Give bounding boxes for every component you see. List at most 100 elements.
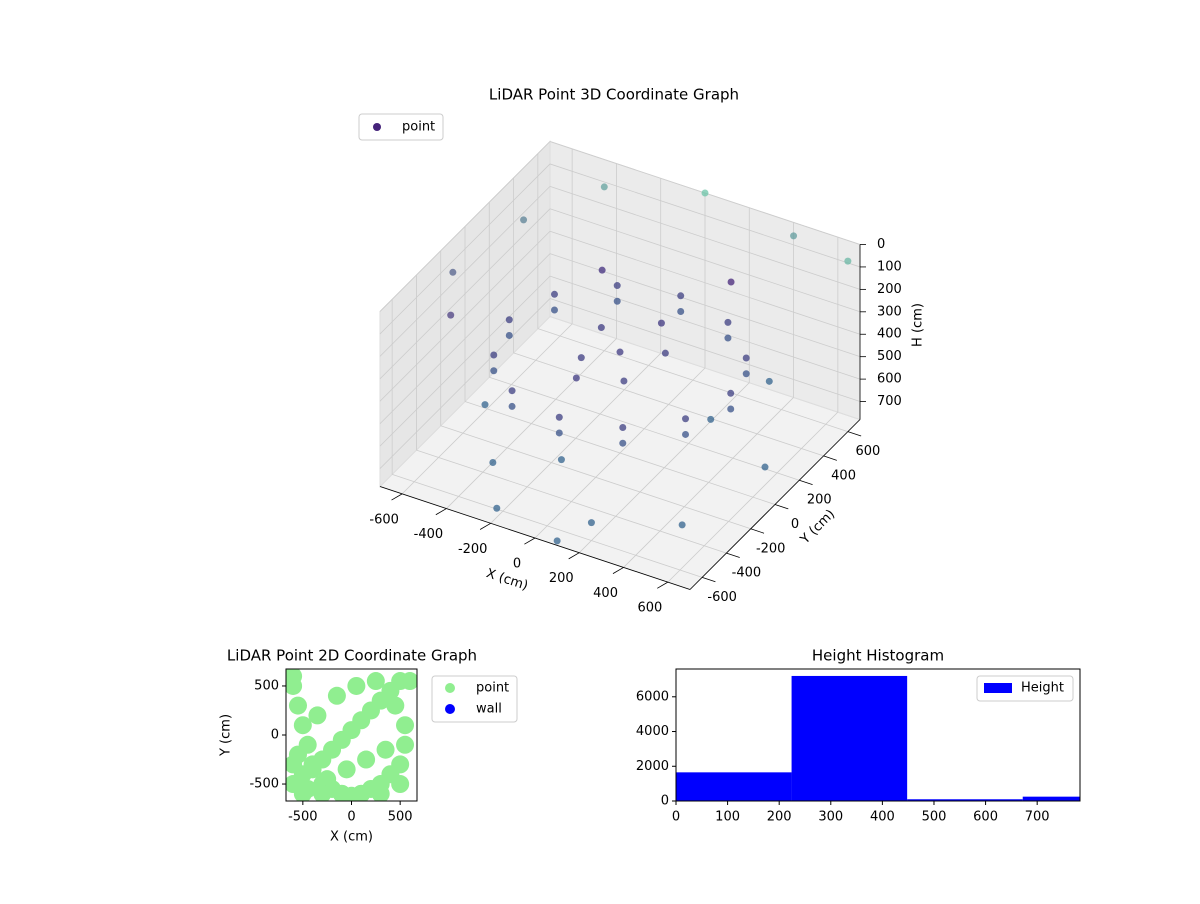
- data-point: [332, 784, 351, 801]
- bar: [1022, 796, 1080, 801]
- data-point: [724, 334, 732, 342]
- data-point: [613, 282, 621, 290]
- grid-line: [549, 230, 861, 335]
- y-tick-label: 2000: [636, 759, 669, 774]
- grid-line: [379, 275, 551, 447]
- data-point: [727, 389, 735, 397]
- x-tick-label: 300: [818, 810, 843, 825]
- tick-mark: [750, 528, 765, 534]
- data-point: [661, 349, 669, 357]
- data-point: [724, 318, 732, 326]
- y-tick-label: 6000: [636, 689, 669, 704]
- grid-line: [379, 298, 551, 469]
- data-point: [391, 775, 410, 794]
- data-point: [352, 784, 371, 801]
- z-tick-label: 0: [877, 237, 885, 252]
- x-tick-label: 0: [672, 810, 680, 825]
- x-tick-label: 200: [549, 571, 574, 586]
- z-tick-label: 500: [877, 349, 902, 364]
- data-point: [600, 183, 608, 191]
- data-point: [555, 429, 563, 437]
- grid-line: [489, 376, 800, 481]
- y-tick-label: 600: [855, 444, 880, 459]
- x-tick-label: -400: [414, 527, 444, 542]
- data-point: [308, 706, 327, 725]
- grid-line: [379, 163, 551, 335]
- bar: [791, 675, 908, 801]
- y-tick-label: 0: [661, 794, 669, 809]
- grid-line: [392, 473, 703, 578]
- chart-title: LiDAR Point 3D Coordinate Graph: [489, 86, 739, 104]
- tick-mark: [774, 504, 789, 510]
- data-point: [505, 331, 513, 339]
- data-point: [616, 348, 624, 356]
- legend-marker: [373, 123, 381, 131]
- y-axis-label: Y (cm): [797, 507, 838, 548]
- y-axis-line: [689, 419, 861, 590]
- data-point: [557, 456, 565, 464]
- y-tick-label: 200: [807, 493, 832, 508]
- data-point: [682, 430, 690, 438]
- data-point: [286, 669, 303, 686]
- grid-line: [549, 185, 861, 290]
- tick-mark: [568, 552, 580, 560]
- data-point: [550, 290, 558, 298]
- data-point: [366, 672, 385, 691]
- x-tick-label: 700: [1025, 810, 1050, 825]
- grid-line: [379, 141, 551, 312]
- tick-mark: [524, 537, 536, 545]
- grid-line: [379, 253, 551, 424]
- data-point: [742, 354, 750, 362]
- z-tick-label: 200: [877, 282, 902, 297]
- legend-label: point: [476, 681, 509, 696]
- x-tick-label: 500: [922, 810, 947, 825]
- data-point: [677, 308, 685, 316]
- y-tick-label: 400: [831, 468, 856, 483]
- tick-mark: [702, 576, 716, 583]
- data-point: [844, 257, 852, 265]
- data-point: [790, 232, 798, 240]
- data-point: [371, 784, 390, 801]
- data-point: [347, 676, 366, 695]
- data-point: [577, 354, 585, 362]
- x-tick-label: -500: [288, 810, 318, 825]
- y-tick-label: -200: [756, 541, 786, 556]
- y-tick-label: -500: [249, 777, 279, 792]
- grid-line: [537, 328, 848, 433]
- y-tick-label: -600: [707, 590, 737, 605]
- data-point: [293, 784, 312, 801]
- data-point: [553, 537, 561, 545]
- data-point: [619, 423, 627, 431]
- grid-line: [379, 208, 551, 380]
- x-axis-label: X (cm): [330, 830, 373, 845]
- legend-label: wall: [476, 702, 502, 717]
- tick-mark: [726, 552, 740, 558]
- data-point: [727, 405, 735, 413]
- grid-line: [549, 298, 861, 402]
- z-tick-label: 400: [877, 327, 902, 342]
- data-point: [727, 278, 735, 286]
- x-tick-label: 400: [593, 586, 618, 601]
- grid-line: [416, 449, 727, 554]
- grid-line: [549, 163, 861, 268]
- z-tick-label: 600: [877, 372, 902, 387]
- z-axis-label: H (cm): [911, 303, 926, 347]
- tick-mark: [391, 493, 403, 501]
- data-point: [707, 415, 715, 423]
- y-axis-label: Y (cm): [219, 714, 234, 757]
- x-tick-label: 0: [347, 810, 355, 825]
- x-tick-label: 200: [767, 810, 792, 825]
- legend-box: [358, 113, 444, 141]
- chart-title: Height Histogram: [812, 647, 944, 665]
- tick-mark: [612, 567, 624, 574]
- data-point: [620, 377, 628, 385]
- grid-line: [549, 208, 861, 313]
- y-tick-label: -400: [732, 566, 762, 581]
- legend-marker: [445, 704, 455, 714]
- legend-marker: [984, 683, 1012, 693]
- z-tick-label: 100: [877, 259, 902, 274]
- data-point: [391, 755, 410, 774]
- data-point: [376, 740, 395, 759]
- data-point: [657, 319, 665, 327]
- data-point: [313, 784, 332, 801]
